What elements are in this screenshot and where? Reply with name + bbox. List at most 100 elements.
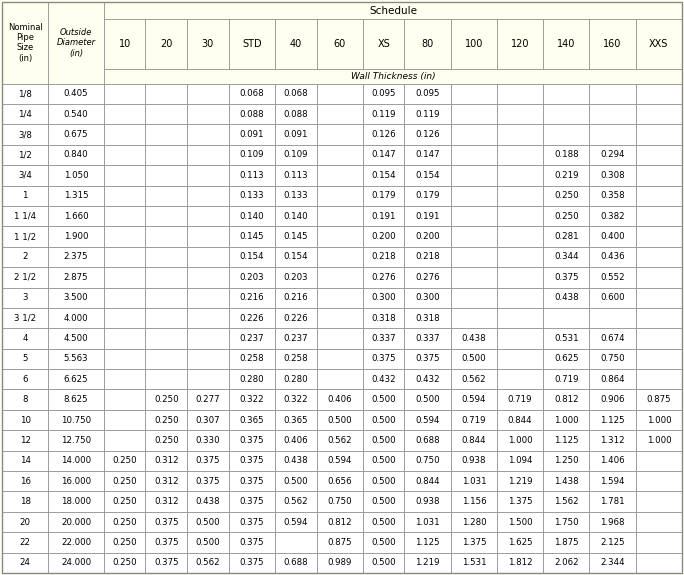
Bar — [590, 430, 635, 451]
Text: 0.219: 0.219 — [554, 171, 579, 180]
Bar — [317, 410, 363, 430]
Bar — [275, 492, 317, 512]
Bar — [187, 145, 228, 165]
Bar — [497, 532, 543, 553]
Bar — [363, 267, 404, 288]
Bar — [2, 532, 49, 553]
Bar — [49, 124, 104, 145]
Text: 1/2: 1/2 — [18, 151, 32, 159]
Text: 0.375: 0.375 — [415, 354, 440, 363]
Bar — [146, 19, 187, 68]
Text: 0.095: 0.095 — [415, 89, 440, 98]
Bar — [404, 308, 451, 328]
Text: 1.312: 1.312 — [601, 436, 625, 445]
Bar — [590, 288, 635, 308]
Bar — [590, 512, 635, 532]
Bar — [543, 369, 590, 389]
Bar — [451, 145, 497, 165]
Bar — [590, 492, 635, 512]
Bar — [317, 186, 363, 206]
Text: 18.000: 18.000 — [61, 497, 91, 506]
Bar — [104, 145, 146, 165]
Bar — [228, 19, 275, 68]
Bar — [104, 410, 146, 430]
Text: 0.375: 0.375 — [239, 436, 264, 445]
Bar — [404, 471, 451, 492]
Text: 22: 22 — [20, 538, 31, 547]
Bar — [104, 389, 146, 410]
Text: 0.375: 0.375 — [371, 354, 396, 363]
Bar — [228, 165, 275, 186]
Bar — [497, 369, 543, 389]
Bar — [275, 369, 317, 389]
Bar — [590, 227, 635, 247]
Text: 0.250: 0.250 — [554, 191, 579, 200]
Text: 1.315: 1.315 — [64, 191, 88, 200]
Text: 20: 20 — [160, 39, 172, 49]
Bar — [404, 328, 451, 348]
Bar — [104, 348, 146, 369]
Text: 0.989: 0.989 — [328, 558, 352, 568]
Bar — [228, 83, 275, 104]
Bar — [146, 553, 187, 573]
Bar — [228, 430, 275, 451]
Bar — [146, 471, 187, 492]
Bar — [451, 227, 497, 247]
Bar — [543, 410, 590, 430]
Text: 0.179: 0.179 — [415, 191, 440, 200]
Bar — [2, 471, 49, 492]
Bar — [590, 19, 635, 68]
Text: 0.438: 0.438 — [283, 457, 308, 465]
Text: 3/4: 3/4 — [18, 171, 32, 180]
Bar — [146, 328, 187, 348]
Bar — [104, 512, 146, 532]
Bar — [275, 247, 317, 267]
Bar — [49, 430, 104, 451]
Bar — [104, 492, 146, 512]
Text: 1.280: 1.280 — [462, 518, 486, 527]
Text: 80: 80 — [421, 39, 434, 49]
Text: 0.906: 0.906 — [601, 395, 625, 404]
Bar — [451, 124, 497, 145]
Text: 1.375: 1.375 — [462, 538, 486, 547]
Text: 0.300: 0.300 — [371, 293, 396, 302]
Text: 0.145: 0.145 — [239, 232, 264, 241]
Text: 0.119: 0.119 — [371, 110, 396, 118]
Bar — [187, 451, 228, 471]
Text: 1.031: 1.031 — [415, 518, 440, 527]
Text: 30: 30 — [202, 39, 214, 49]
Bar — [317, 348, 363, 369]
Text: 16: 16 — [20, 477, 31, 486]
Bar — [497, 308, 543, 328]
Bar — [317, 19, 363, 68]
Bar — [363, 308, 404, 328]
Text: 0.812: 0.812 — [554, 395, 579, 404]
Text: 1.875: 1.875 — [554, 538, 579, 547]
Text: 0.600: 0.600 — [601, 293, 625, 302]
Bar — [49, 2, 104, 83]
Text: 0.276: 0.276 — [371, 273, 396, 282]
Text: 5: 5 — [23, 354, 28, 363]
Text: 0.688: 0.688 — [283, 558, 308, 568]
Text: 0.250: 0.250 — [112, 558, 137, 568]
Bar — [146, 104, 187, 124]
Bar — [543, 104, 590, 124]
Bar — [404, 267, 451, 288]
Bar — [49, 145, 104, 165]
Text: 0.438: 0.438 — [196, 497, 220, 506]
Text: 0.656: 0.656 — [328, 477, 352, 486]
Bar — [590, 206, 635, 227]
Text: 1/4: 1/4 — [18, 110, 32, 118]
Text: 0.674: 0.674 — [601, 334, 625, 343]
Bar — [363, 430, 404, 451]
Text: 1.562: 1.562 — [554, 497, 579, 506]
Bar — [543, 451, 590, 471]
Bar — [49, 389, 104, 410]
Bar — [635, 532, 682, 553]
Bar — [317, 227, 363, 247]
Bar — [104, 471, 146, 492]
Bar — [363, 104, 404, 124]
Text: 1.750: 1.750 — [554, 518, 579, 527]
Bar — [635, 553, 682, 573]
Bar — [317, 328, 363, 348]
